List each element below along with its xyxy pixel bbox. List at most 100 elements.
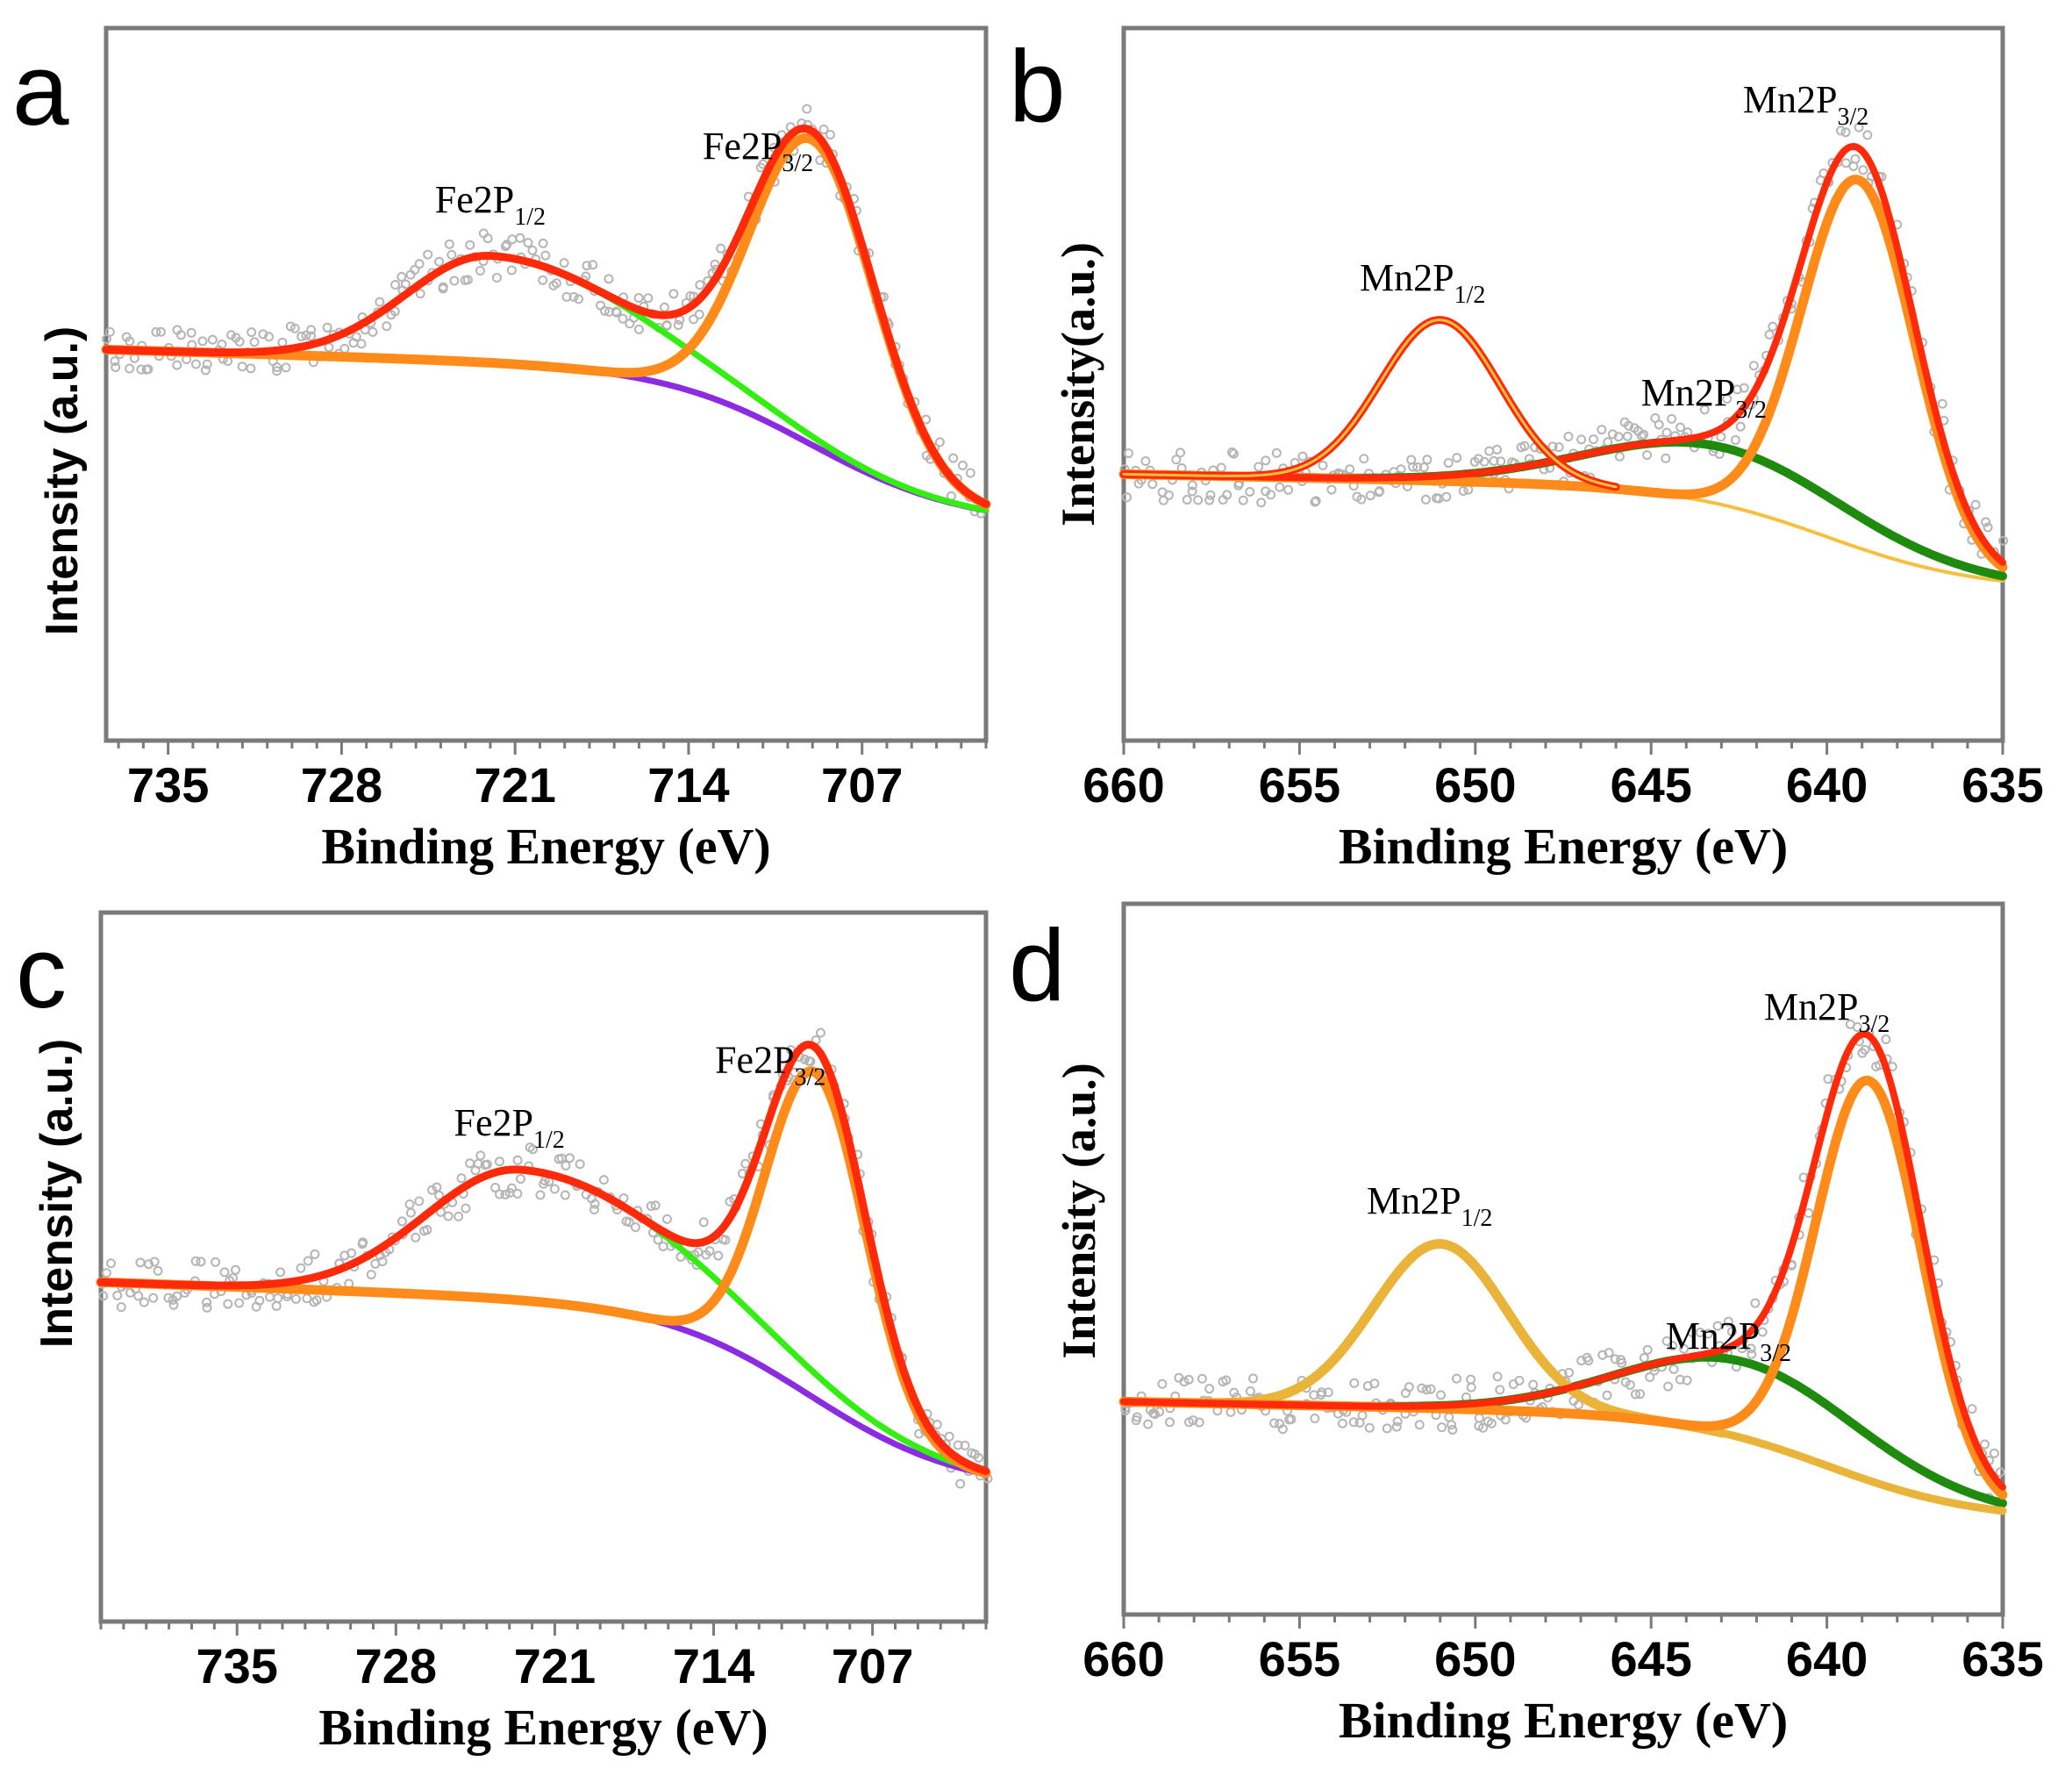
raw-data-point [1310,497,1320,507]
raw-data-point [1317,1387,1327,1398]
x-tick-label: 660 [1082,757,1164,813]
raw-data-point [538,238,548,248]
raw-data-point [249,337,260,347]
raw-data-point [1860,1044,1870,1055]
raw-data-point [694,309,704,319]
raw-data-point [1597,425,1607,435]
raw-data-point [98,1291,109,1301]
raw-data-point [1266,490,1276,500]
raw-data-point [475,1150,486,1161]
raw-data-point [410,265,420,276]
raw-data-point [673,319,683,330]
raw-data-point [1165,1417,1175,1428]
raw-data-point [560,1190,570,1200]
raw-data-point [1364,1422,1375,1433]
raw-data-point [1852,1021,1862,1032]
raw-data-point [507,1183,518,1193]
raw-data-point [1204,1384,1215,1394]
x-tick-label: 655 [1259,757,1340,813]
raw-data-point [144,1259,154,1270]
x-tick-label: 728 [301,757,382,813]
raw-data-point [1722,394,1733,405]
raw-data-point [512,1188,523,1199]
raw-data-point [1412,462,1423,472]
raw-data-point [1382,1423,1392,1434]
raw-data-point [598,1175,609,1185]
peak-label-fe2p-three-halves: Fe2P3/2 [715,1039,825,1092]
x-tick-label: 650 [1434,757,1516,813]
raw-data-point [1764,329,1775,340]
raw-data-point [366,1270,376,1280]
raw-data-point [1229,1387,1240,1398]
raw-data-point [1418,462,1429,473]
raw-data-point [716,243,726,254]
raw-data-point [1661,427,1672,438]
y-axis-title: Intensity (a.u.) [1053,1063,1105,1359]
raw-data-point [561,1160,571,1171]
raw-data-point [1356,494,1367,505]
raw-data-point [1716,432,1726,442]
raw-data-point [1221,1375,1232,1386]
series-envelope [102,124,990,508]
raw-data-point [1602,1390,1612,1400]
raw-data-point [1588,434,1598,445]
raw-data-point [650,1200,661,1211]
raw-data-point [564,1153,575,1164]
raw-data-point [155,326,166,337]
peak-label-fe2p-three-halves: Fe2P3/2 [703,125,813,177]
raw-data-point [1980,1439,1990,1450]
raw-data-point [1642,1344,1653,1355]
raw-data-point [661,319,672,330]
raw-data-point [527,1144,538,1155]
raw-data-point [351,332,361,342]
raw-data-point [515,1174,525,1185]
raw-data-point [506,265,517,276]
x-tick-label: 707 [832,1638,913,1693]
raw-data-point [643,293,654,304]
raw-data-point [111,362,121,372]
raw-data-point [1143,1419,1154,1429]
x-tick-label: 650 [1434,1631,1516,1686]
raw-data-point [1583,1356,1594,1366]
raw-data-point [698,1217,709,1228]
raw-data-point [264,332,275,342]
raw-data-point [116,1302,126,1313]
raw-data-point [1703,1328,1713,1339]
panel-letter: d [1009,908,1066,1022]
raw-data-point [1630,1389,1640,1400]
raw-data-point [1140,456,1151,467]
raw-data-point [1768,321,1778,332]
raw-data-point [475,266,485,276]
series-envelope [96,1041,990,1476]
raw-data-point [1187,480,1197,491]
raw-data-point [1326,484,1337,495]
raw-data-point [322,322,332,333]
raw-data-point [1228,448,1239,459]
raw-data-point [559,258,569,269]
raw-data-point [582,261,592,271]
raw-data-point [1746,1343,1756,1354]
raw-data-point [482,233,493,244]
raw-data-point [275,1267,286,1278]
raw-data-point [1182,494,1192,505]
raw-data-point [1564,1367,1575,1378]
raw-data-point [1311,496,1321,506]
raw-data-point [1679,1343,1690,1354]
peak-label-mn2p-half: Mn2P1/2 [1367,1179,1492,1232]
raw-data-point [1271,448,1282,458]
raw-data-point [490,1182,501,1192]
raw-data-point [1222,490,1232,500]
raw-data-point [1712,1321,1723,1331]
raw-data-point [397,1216,407,1227]
raw-data-point [454,1211,464,1221]
raw-data-point [149,1257,160,1267]
raw-data-point [411,1232,421,1242]
raw-data-point [1204,495,1215,505]
raw-data-point [1748,361,1759,371]
raw-data-point [1514,1375,1525,1386]
raw-data-point [1171,455,1182,465]
raw-data-point [1269,1418,1280,1429]
raw-data-point [695,280,705,290]
raw-data-point [1374,487,1384,498]
